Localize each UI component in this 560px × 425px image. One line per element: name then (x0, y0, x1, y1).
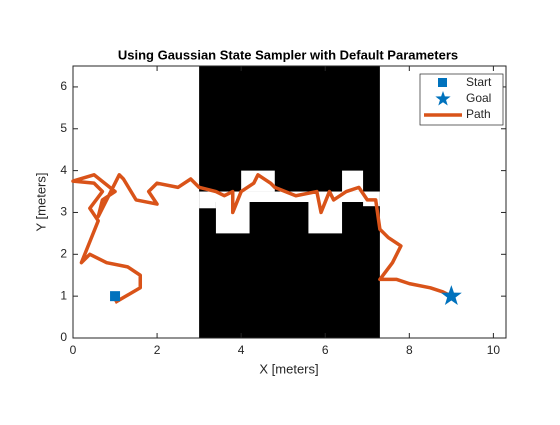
y-tick-label: 2 (60, 246, 67, 260)
chart-title: Using Gaussian State Sampler with Defaul… (118, 47, 458, 62)
legend-label: Path (466, 107, 491, 121)
x-tick-label: 10 (487, 343, 501, 357)
x-axis-label: X [meters] (259, 361, 318, 376)
legend-goal (435, 91, 451, 106)
x-tick-label: 0 (70, 343, 77, 357)
y-tick-label: 0 (60, 330, 67, 344)
free-cell (199, 191, 380, 202)
y-tick-label: 6 (60, 79, 67, 93)
goal-marker (440, 285, 462, 306)
free-cell (363, 202, 380, 207)
free-cell (199, 202, 216, 209)
y-tick-label: 4 (60, 163, 67, 177)
legend-start (438, 78, 447, 87)
x-tick-label: 8 (406, 343, 413, 357)
y-axis-label: Y [meters] (33, 172, 48, 231)
x-tick-label: 4 (238, 343, 245, 357)
y-tick-label: 3 (60, 205, 67, 219)
start-marker (110, 291, 121, 302)
free-cell (308, 202, 343, 234)
x-tick-label: 6 (322, 343, 329, 357)
y-tick-label: 5 (60, 121, 67, 135)
legend-label: Start (466, 75, 492, 89)
path-line (71, 173, 453, 304)
legend-label: Goal (466, 91, 491, 105)
axes-box (72, 65, 507, 339)
y-tick-label: 1 (60, 288, 67, 302)
x-tick-label: 2 (154, 343, 161, 357)
